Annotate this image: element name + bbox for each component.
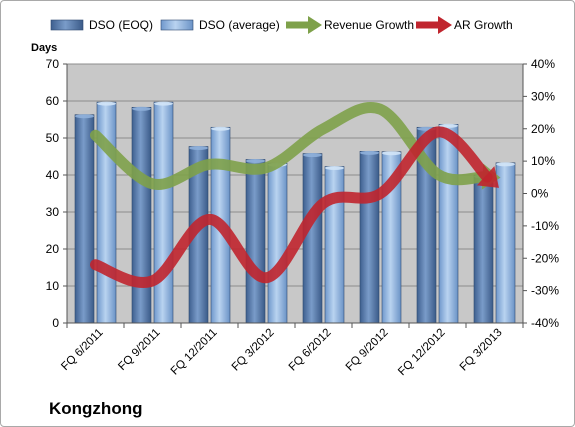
bar-dso-eoq xyxy=(131,106,152,324)
y2-tick-label: 10% xyxy=(531,154,555,168)
revenue-growth-line xyxy=(90,102,491,190)
y-tick-label: 70 xyxy=(46,57,60,71)
legend-swatch xyxy=(160,19,194,31)
legend-label: Revenue Growth xyxy=(324,18,414,32)
legend-label: DSO (average) xyxy=(199,18,280,32)
line-series xyxy=(90,102,501,288)
bar-dso-eoq xyxy=(74,114,95,324)
y2-tick-label: -20% xyxy=(531,251,559,265)
bar-cap xyxy=(360,150,379,155)
legend-item: DSO (average) xyxy=(160,18,280,32)
legend: DSO (EOQ) DSO (average) Revenue Growth AR G… xyxy=(50,16,513,34)
y-tick-label: 60 xyxy=(46,94,60,108)
y2-tick-label: 0% xyxy=(531,187,549,201)
bar-dso-eoq xyxy=(359,151,380,324)
y2-tick-label: -30% xyxy=(531,284,559,298)
legend-arrowhead xyxy=(308,16,322,34)
x-tick-label: FQ 6/2012 xyxy=(287,327,334,374)
y-tick-label: 40 xyxy=(46,168,60,182)
x-tick-label: FQ 12/2012 xyxy=(396,327,447,378)
bar-cap xyxy=(154,101,173,106)
bar-cap xyxy=(496,162,515,167)
legend-item: AR Growth xyxy=(416,16,513,34)
bar-dso-average xyxy=(438,124,459,324)
y-tick-label: 50 xyxy=(46,131,60,145)
x-tick-label: FQ 3/2012 xyxy=(230,327,277,374)
ar-growth-arrowhead xyxy=(476,166,499,188)
bar-dso-eoq xyxy=(245,159,266,324)
bar-dso-eoq xyxy=(473,174,494,324)
x-tick-label: FQ 12/2011 xyxy=(169,327,220,378)
x-tick-label: FQ 6/2011 xyxy=(59,327,105,373)
y2-tick-label: -10% xyxy=(531,219,559,233)
y2-axis-ticks: -40% -30% -20% -10% 0% 10% 20% 30% 40% xyxy=(523,57,559,330)
x-tick-label: FQ 3/2013 xyxy=(458,327,505,374)
bar-cap xyxy=(303,153,322,158)
y-axis-ticks: 0 10 20 30 40 50 60 70 xyxy=(46,57,67,330)
bar-cap xyxy=(189,146,208,151)
bar-dso-average xyxy=(324,166,345,324)
ar-growth-line xyxy=(90,126,493,288)
bar-cap xyxy=(382,151,401,156)
y-axis-label: Days xyxy=(31,42,57,54)
bar-dso-eoq xyxy=(302,153,323,324)
x-tick-label: FQ 9/2011 xyxy=(116,327,162,373)
legend-item: DSO (EOQ) xyxy=(50,18,153,32)
y2-tick-label: 30% xyxy=(531,89,555,103)
legend-arrowhead xyxy=(438,16,452,34)
bar-cap xyxy=(246,158,265,163)
bar-cap xyxy=(325,165,344,170)
y2-tick-label: 20% xyxy=(531,122,555,136)
bar-cap xyxy=(75,114,94,119)
legend-label: DSO (EOQ) xyxy=(89,18,153,32)
bar-cap xyxy=(97,101,116,106)
legend-label: AR Growth xyxy=(454,18,513,32)
legend-item: Revenue Growth xyxy=(286,16,414,34)
y-tick-label: 20 xyxy=(46,242,60,256)
company-name: Kongzhong xyxy=(49,399,143,418)
y-tick-label: 30 xyxy=(46,205,60,219)
bar-dso-average xyxy=(267,162,288,324)
bar-dso-average xyxy=(495,162,516,324)
bar-dso-average xyxy=(153,101,174,324)
x-axis-ticks: FQ 6/2011 FQ 9/2011 FQ 12/2011 FQ 3/2012 FQ … xyxy=(59,323,524,378)
y2-tick-label: 40% xyxy=(531,57,555,71)
bar-cap xyxy=(211,126,230,131)
x-tick-label: FQ 9/2012 xyxy=(344,327,391,374)
bar-cap xyxy=(132,106,151,111)
y-tick-label: 0 xyxy=(52,316,59,330)
legend-swatch xyxy=(50,19,84,31)
y-tick-label: 10 xyxy=(46,279,60,293)
y2-tick-label: -40% xyxy=(531,316,559,330)
bar-cap xyxy=(439,123,458,128)
